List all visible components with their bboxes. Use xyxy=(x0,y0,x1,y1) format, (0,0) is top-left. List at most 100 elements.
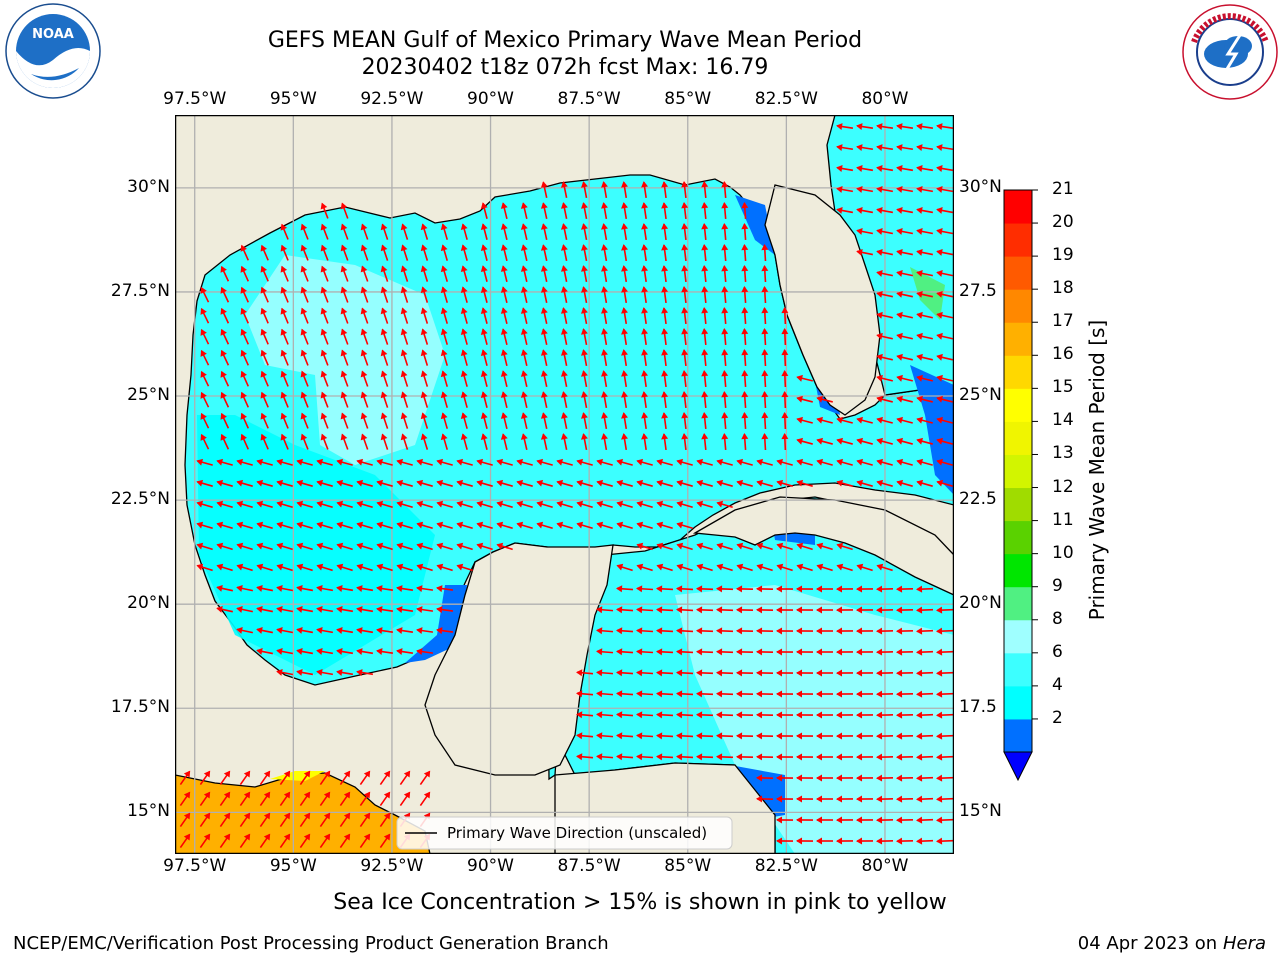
direction-arrow xyxy=(200,370,210,387)
direction-arrow xyxy=(596,732,614,740)
direction-arrow xyxy=(236,626,253,634)
direction-arrow xyxy=(376,479,393,487)
direction-arrow xyxy=(836,795,854,803)
direction-arrow xyxy=(681,286,689,304)
direction-arrow xyxy=(676,521,693,530)
direction-arrow xyxy=(641,370,649,388)
direction-arrow xyxy=(256,626,274,634)
direction-arrow xyxy=(596,690,614,698)
legend-label: Primary Wave Direction (unscaled) xyxy=(447,824,707,842)
direction-arrow xyxy=(360,391,369,408)
direction-arrow xyxy=(776,627,794,635)
direction-arrow xyxy=(380,370,389,387)
direction-arrow xyxy=(856,774,874,782)
direction-arrow xyxy=(340,286,349,303)
direction-arrow xyxy=(456,521,473,530)
direction-arrow xyxy=(256,479,273,487)
direction-arrow xyxy=(816,542,833,551)
direction-arrow xyxy=(196,542,213,551)
direction-arrow xyxy=(936,123,954,131)
direction-arrow xyxy=(656,542,673,551)
lon-label-top: 87.5°W xyxy=(557,89,621,109)
direction-arrow xyxy=(856,648,874,656)
direction-arrow xyxy=(239,833,251,849)
direction-arrow xyxy=(601,265,608,283)
direction-arrow xyxy=(681,223,689,241)
direction-arrow xyxy=(436,606,454,614)
direction-arrow xyxy=(276,500,293,509)
direction-arrow xyxy=(220,307,230,324)
direction-arrow xyxy=(796,395,813,403)
direction-arrow xyxy=(621,244,628,262)
direction-arrow xyxy=(336,458,353,466)
colorbar-tick-label: 12 xyxy=(1052,476,1074,497)
direction-arrow xyxy=(300,370,309,387)
direction-arrow xyxy=(480,370,488,387)
direction-arrow xyxy=(916,311,933,319)
direction-arrow xyxy=(936,795,954,803)
direction-arrow xyxy=(676,753,694,761)
direction-arrow xyxy=(896,585,914,593)
lon-label-bottom: 97.5°W xyxy=(163,856,227,876)
direction-arrow xyxy=(480,349,488,366)
colorbar-tick-label: 19 xyxy=(1052,245,1074,266)
direction-arrow xyxy=(636,690,654,698)
direction-arrow xyxy=(540,307,548,324)
direction-arrow xyxy=(340,307,349,324)
direction-arrow xyxy=(856,585,874,593)
direction-arrow xyxy=(876,228,894,235)
colorbar-tick-label: 8 xyxy=(1052,608,1063,629)
direction-arrow xyxy=(641,307,649,325)
direction-arrow xyxy=(916,816,934,824)
direction-arrow xyxy=(216,500,233,509)
direction-arrow xyxy=(661,265,669,283)
direction-arrow xyxy=(701,265,709,283)
direction-arrow xyxy=(816,816,833,824)
direction-arrow xyxy=(259,812,271,828)
direction-arrow xyxy=(776,711,794,719)
direction-arrow xyxy=(601,328,608,346)
direction-arrow xyxy=(876,165,894,172)
direction-arrow xyxy=(540,223,548,240)
direction-arrow xyxy=(856,606,874,614)
direction-arrow xyxy=(540,265,548,282)
direction-arrow xyxy=(516,458,533,466)
direction-arrow xyxy=(716,500,733,509)
direction-arrow xyxy=(480,202,488,219)
direction-arrow xyxy=(340,433,349,450)
direction-arrow xyxy=(520,307,528,324)
direction-arrow xyxy=(220,391,230,408)
direction-arrow xyxy=(796,690,814,698)
direction-arrow xyxy=(916,606,934,614)
lat-label-left: 27.5°N xyxy=(110,280,170,301)
direction-arrow xyxy=(260,349,269,366)
lat-label-right: 30°N xyxy=(959,176,1002,197)
footer-branch: NCEP/EMC/Verification Post Processing Pr… xyxy=(13,933,609,954)
direction-arrow xyxy=(601,181,608,199)
direction-arrow xyxy=(856,228,874,235)
direction-arrow xyxy=(540,181,548,198)
direction-arrow xyxy=(601,391,608,409)
direction-arrow xyxy=(376,627,394,634)
direction-arrow xyxy=(676,542,693,551)
direction-arrow xyxy=(576,500,593,509)
direction-arrow xyxy=(816,458,833,466)
direction-arrow xyxy=(260,370,269,387)
direction-arrow xyxy=(276,542,293,551)
direction-arrow xyxy=(500,349,508,366)
colorbar-tick-label: 20 xyxy=(1052,212,1074,233)
direction-arrow xyxy=(336,606,354,613)
direction-arrow xyxy=(436,585,454,593)
direction-arrow xyxy=(239,791,251,807)
direction-arrow xyxy=(716,753,734,761)
direction-arrow xyxy=(836,144,854,151)
direction-arrow xyxy=(540,412,548,429)
direction-arrow xyxy=(196,479,213,487)
direction-arrow xyxy=(936,437,953,445)
direction-arrow xyxy=(480,412,488,429)
lon-label-top: 92.5°W xyxy=(360,89,424,109)
direction-arrow xyxy=(741,244,749,262)
direction-arrow xyxy=(916,207,934,214)
direction-arrow xyxy=(756,542,773,551)
direction-arrow xyxy=(856,165,874,172)
